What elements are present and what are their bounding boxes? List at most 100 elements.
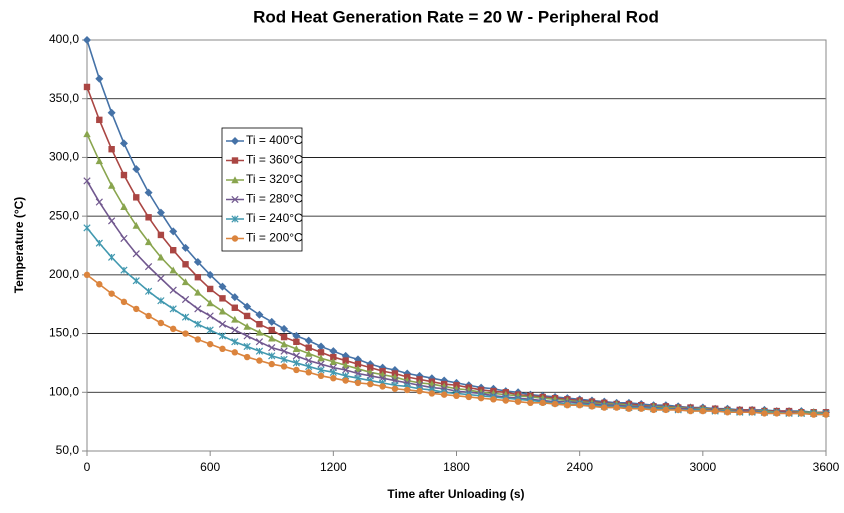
marker xyxy=(527,399,534,407)
marker xyxy=(367,380,374,388)
marker xyxy=(108,290,115,297)
marker xyxy=(206,312,214,320)
marker xyxy=(144,287,153,295)
x-tick-label: 3000 xyxy=(689,460,716,474)
marker xyxy=(317,342,326,351)
x-tick-label: 2400 xyxy=(566,460,593,474)
marker xyxy=(490,396,497,403)
x-tick-label: 600 xyxy=(200,460,220,474)
marker xyxy=(194,320,202,328)
marker xyxy=(773,410,780,417)
marker xyxy=(157,231,165,239)
marker xyxy=(194,305,202,313)
marker xyxy=(83,83,91,91)
marker xyxy=(144,263,153,271)
marker xyxy=(588,403,596,410)
marker xyxy=(601,404,608,411)
marker xyxy=(170,325,177,333)
marker xyxy=(132,250,140,258)
marker xyxy=(83,177,91,185)
marker xyxy=(305,362,313,371)
marker xyxy=(305,349,313,357)
marker xyxy=(551,400,559,408)
marker xyxy=(280,324,289,333)
marker xyxy=(243,332,251,340)
legend-marker xyxy=(231,215,239,223)
legend-label: Ti = 200°C xyxy=(246,231,303,245)
marker xyxy=(133,305,140,313)
marker xyxy=(354,365,362,372)
marker xyxy=(231,315,239,323)
marker xyxy=(255,338,264,346)
marker xyxy=(230,293,239,302)
marker xyxy=(785,410,793,417)
marker xyxy=(169,305,177,313)
marker xyxy=(268,334,276,342)
marker xyxy=(145,312,152,320)
marker xyxy=(613,404,620,411)
legend-box xyxy=(221,127,303,252)
marker xyxy=(206,326,214,334)
legend-marker xyxy=(231,137,239,145)
marker xyxy=(292,352,301,360)
marker xyxy=(231,326,239,334)
marker xyxy=(107,181,116,189)
marker xyxy=(305,369,312,376)
y-tick-label: 350,0 xyxy=(49,91,79,105)
marker xyxy=(711,407,719,415)
marker xyxy=(440,391,448,398)
marker xyxy=(255,310,264,319)
marker xyxy=(638,405,645,412)
x-tick-label: 3600 xyxy=(813,460,840,474)
marker xyxy=(292,345,301,353)
marker xyxy=(822,411,830,418)
marker xyxy=(95,74,104,83)
marker xyxy=(280,355,288,364)
marker xyxy=(317,349,325,356)
marker xyxy=(157,319,165,327)
marker xyxy=(193,257,202,266)
marker xyxy=(95,157,104,165)
marker xyxy=(120,266,128,274)
marker xyxy=(219,345,226,353)
marker xyxy=(145,214,152,221)
marker xyxy=(169,266,177,274)
marker xyxy=(330,353,337,361)
marker xyxy=(181,278,190,286)
marker xyxy=(687,407,694,415)
marker xyxy=(736,409,743,416)
y-tick-label: 100,0 xyxy=(49,384,79,398)
marker xyxy=(83,36,91,44)
marker xyxy=(132,221,140,229)
marker xyxy=(206,299,214,307)
marker xyxy=(194,274,202,281)
marker xyxy=(157,253,165,261)
marker xyxy=(218,320,227,328)
marker xyxy=(96,281,103,288)
marker xyxy=(724,409,731,416)
marker xyxy=(83,271,91,279)
marker xyxy=(650,406,657,414)
marker xyxy=(317,354,325,362)
marker xyxy=(181,313,190,321)
marker xyxy=(194,336,202,343)
marker xyxy=(132,277,140,285)
y-tick-label: 250,0 xyxy=(49,208,79,222)
marker xyxy=(292,331,301,340)
series xyxy=(83,271,830,418)
marker xyxy=(243,322,251,330)
marker xyxy=(107,108,116,117)
marker xyxy=(416,387,423,395)
marker xyxy=(502,397,509,404)
marker xyxy=(342,366,350,374)
legend-label: Ti = 240°C xyxy=(246,211,303,225)
marker xyxy=(108,146,115,153)
marker xyxy=(83,130,91,138)
marker xyxy=(477,394,485,402)
marker xyxy=(428,390,436,397)
marker xyxy=(280,340,288,348)
x-tick-label: 0 xyxy=(84,460,91,474)
marker xyxy=(120,203,128,210)
marker xyxy=(218,307,227,315)
